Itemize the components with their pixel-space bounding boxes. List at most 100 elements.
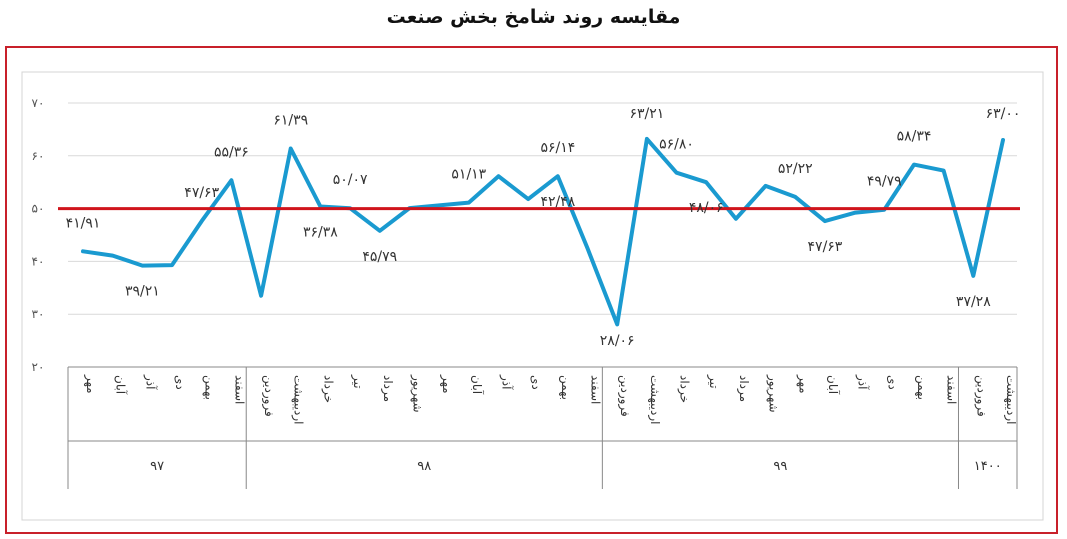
data-label: ۴۱/۹۱ [66,215,101,231]
data-label: ۵۰/۰۷ [333,172,368,188]
x-tick-label: دی [529,375,543,390]
x-tick-label: فروردین [617,375,632,417]
x-tick-label: اسفند [232,375,246,404]
data-label: ۵۶/۸۰ [659,137,694,153]
x-tick-label: اردیبهشت [647,375,662,424]
x-tick-label: فروردین [261,375,276,417]
year-label: ۹۹ [773,459,787,474]
data-point [378,229,382,233]
y-tick-label: ۲۰ [32,360,45,374]
data-label: ۶۳/۲۱ [629,106,664,122]
chart-title: مقایسه روند شامخ بخش صنعت [386,6,681,28]
x-tick-label: آذر [498,374,514,390]
data-point [289,146,293,150]
data-point [764,184,768,188]
year-label: ۹۷ [150,459,164,474]
x-tick-label: بهمن [558,375,573,400]
x-tick-label: آبان [470,375,485,395]
year-label: ۹۸ [417,459,431,474]
data-point [645,137,649,141]
data-label: ۴۹/۷۹ [867,174,902,190]
data-point [1001,138,1005,142]
x-axis-table [67,366,1018,489]
x-tick-label: مهر [795,374,810,394]
data-point [853,211,857,215]
y-tick-label: ۳۰ [32,307,45,321]
x-tick-label: آذر [855,374,871,390]
x-tick-label: تیر [706,374,721,389]
data-label: ۶۱/۳۹ [273,112,308,128]
data-point [615,322,619,326]
data-point [259,294,263,298]
x-tick-label: تیر [350,374,365,389]
data-point [793,195,797,199]
x-tick-label: بهمن [914,375,929,400]
x-tick-label: بهمن [202,375,217,400]
data-label: ۳۹/۲۱ [125,284,160,300]
year-labels: ۹۷ ۹۸ ۹۹ ۱۴۰۰ [150,459,1002,474]
data-point [111,254,115,258]
y-tick-label: ۵۰ [32,202,45,216]
data-point [140,264,144,268]
series-industry-index [81,136,1005,327]
data-point [586,246,590,250]
x-tick-label: دی [885,375,899,390]
x-tick-label: خرداد [320,375,335,403]
y-tick-label: ۴۰ [32,254,45,268]
x-tick-label: آبان [114,375,129,395]
y-axis: ۲۰ ۳۰ ۴۰ ۵۰ ۶۰ ۷۰ [32,96,45,374]
data-label: ۵۵/۳۶ [214,144,249,160]
data-point [170,263,174,267]
data-point [81,249,85,253]
x-tick-label: مرداد [736,375,751,402]
data-label: ۵۲/۲۲ [778,161,813,177]
x-tick-label: مهر [83,374,98,394]
data-label: ۴۷/۶۳ [184,185,219,201]
x-tick-label: شهریور [766,374,781,413]
data-point [526,197,530,201]
x-axis-labels: مهر آبان آذر دی بهمن اسفند فروردین اردیبهشت خردا… [83,374,1018,424]
data-label: ۴۷/۶۳ [808,239,843,255]
data-label: ۴۲/۴۸ [540,194,575,210]
data-labels: ۴۱/۹۱ ۳۹/۲۱ ۴۷/۶۳ ۵۵/۳۶ ۶۱/۳۹ ۳۶/۳۸ ۵۰/۰۷ ۴۵/۷۹… [66,106,1021,349]
data-point [942,169,946,173]
y-tick-label: ۷۰ [32,96,45,110]
series-line [81,136,1005,327]
x-tick-label: دی [173,375,187,390]
data-point [556,174,560,178]
x-tick-label: آبان [826,375,841,395]
x-tick-label: اردیبهشت [1003,375,1018,424]
data-label: ۵۸/۳۴ [897,129,932,145]
x-tick-label: مهر [439,374,454,394]
data-point [675,171,679,175]
chart-frame [5,46,1058,534]
x-tick-label: اسفند [589,375,603,404]
plot-area-border [21,71,1044,521]
year-label: ۱۴۰۰ [974,459,1002,474]
data-point [437,203,441,207]
data-label: ۲۸/۰۶ [600,333,635,349]
y-tick-label: ۶۰ [32,149,45,163]
data-label: ۳۶/۳۸ [303,224,338,240]
data-point [467,201,471,205]
data-point [912,163,916,167]
data-label: ۳۷/۲۸ [956,294,991,310]
data-label: ۵۶/۱۴ [540,140,575,156]
x-tick-label: مرداد [380,375,395,402]
data-point [704,180,708,184]
x-tick-label: اسفند [945,375,959,404]
x-tick-label: اردیبهشت [291,375,306,424]
data-point [734,217,738,221]
data-label: ۴۸/۰۶ [689,200,724,216]
data-point [823,219,827,223]
data-label: ۵۱/۱۳ [451,167,486,183]
data-point [971,274,975,278]
data-point [229,178,233,182]
x-tick-label: شهریور [409,374,424,413]
data-label: ۴۵/۷۹ [362,249,397,265]
data-label: ۶۳/۰۰ [986,106,1021,122]
x-tick-label: آذر [142,374,158,390]
x-tick-label: فروردین [973,375,988,417]
data-point [496,174,500,178]
